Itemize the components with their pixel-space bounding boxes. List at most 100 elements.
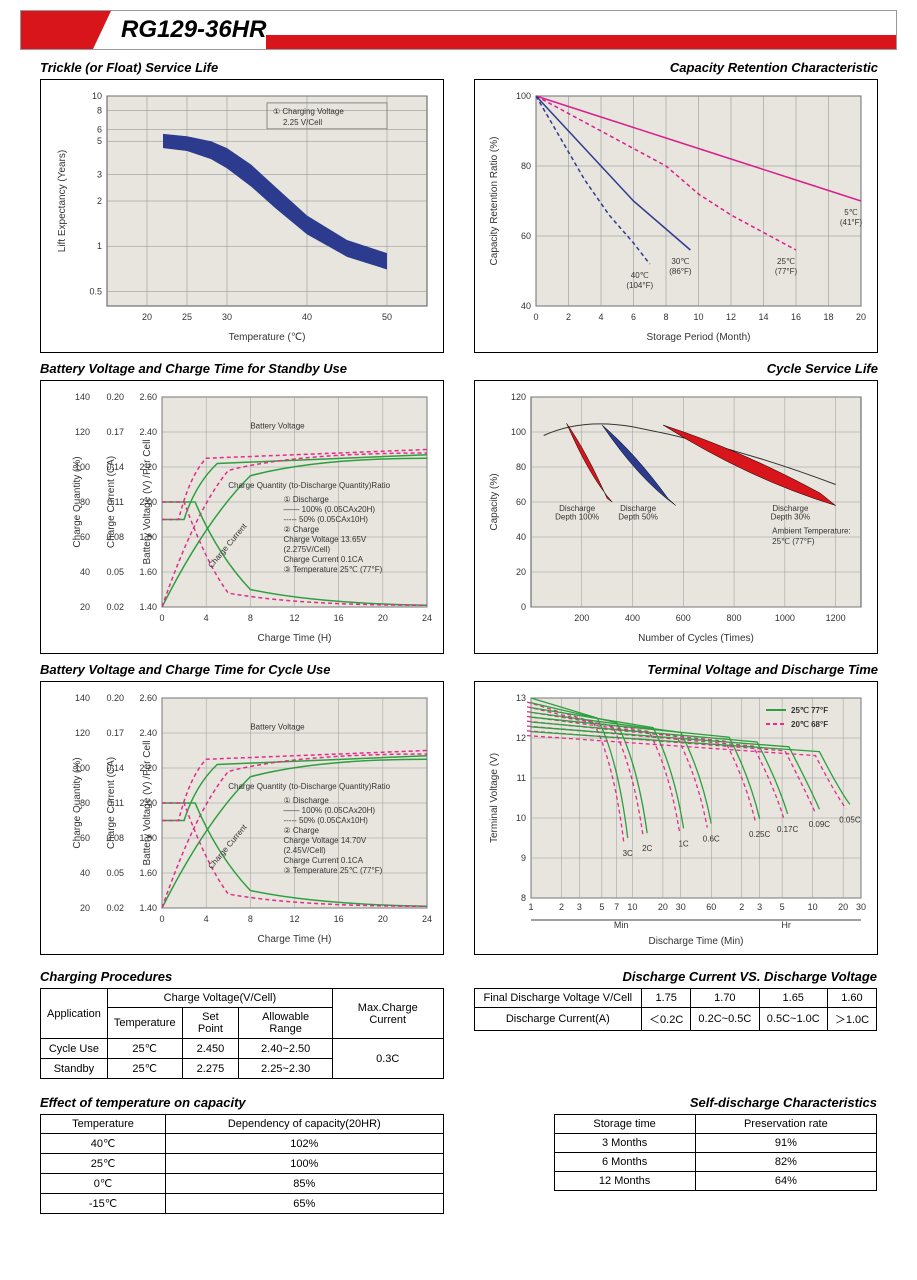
chart1-svg: 0.5123568102025304050① Charging Voltage2… (47, 86, 437, 346)
svg-text:Charge Time (H): Charge Time (H) (258, 934, 332, 945)
svg-text:140: 140 (75, 693, 90, 703)
svg-text:2.40: 2.40 (139, 427, 157, 437)
svg-text:Charge Quantity (to-Discharge: Charge Quantity (to-Discharge Quantity)R… (228, 481, 390, 490)
svg-text:0.17: 0.17 (106, 427, 124, 437)
svg-text:13: 13 (516, 693, 526, 703)
svg-text:100: 100 (511, 427, 526, 437)
svg-text:2.40: 2.40 (139, 728, 157, 738)
svg-text:Charge Current 0.1CA: Charge Current 0.1CA (283, 555, 363, 564)
svg-text:Discharge: Discharge (772, 504, 809, 513)
svg-text:----- 50% (0.05CAx10H): ----- 50% (0.05CAx10H) (283, 816, 368, 825)
svg-text:0.05: 0.05 (106, 567, 124, 577)
svg-text:12: 12 (289, 914, 299, 924)
svg-text:8: 8 (248, 914, 253, 924)
svg-text:1: 1 (528, 902, 533, 912)
svg-text:Battery Voltage: Battery Voltage (250, 422, 305, 431)
svg-text:2: 2 (559, 902, 564, 912)
chart2-title: Capacity Retention Characteristic (474, 60, 878, 75)
chart4-svg: 20040060080010001200020406080100120Disch… (481, 387, 871, 647)
svg-text:① Discharge: ① Discharge (283, 796, 329, 805)
svg-text:③ Temperature 25℃ (77°F): ③ Temperature 25℃ (77°F) (283, 866, 382, 875)
t1-r1-ar: 2.25~2.30 (239, 1059, 333, 1079)
svg-text:Capacity Retention Ratio (%): Capacity Retention Ratio (%) (489, 137, 500, 266)
svg-text:(86°F): (86°F) (669, 267, 692, 276)
svg-text:Charge Time (H): Charge Time (H) (258, 633, 332, 644)
svg-text:40: 40 (80, 567, 90, 577)
chart3-title: Battery Voltage and Charge Time for Stan… (40, 361, 444, 376)
th-t4-p: Preservation rate (695, 1115, 876, 1134)
svg-text:0.05C: 0.05C (839, 815, 861, 824)
svg-text:120: 120 (511, 392, 526, 402)
svg-text:800: 800 (727, 613, 742, 623)
table-self-discharge: Self-discharge Characteristics Storage t… (474, 1095, 878, 1214)
t3-1-1: 100% (166, 1154, 443, 1174)
svg-text:0.02: 0.02 (106, 602, 124, 612)
svg-text:12: 12 (726, 312, 736, 322)
svg-text:400: 400 (625, 613, 640, 623)
chart5-title: Battery Voltage and Charge Time for Cycl… (40, 662, 444, 677)
th-t3-t: Temperature (41, 1115, 166, 1134)
svg-text:1: 1 (97, 241, 102, 251)
svg-text:0.17C: 0.17C (777, 825, 799, 834)
svg-text:25℃: 25℃ (777, 257, 795, 266)
svg-text:② Charge: ② Charge (283, 826, 319, 835)
svg-text:1000: 1000 (775, 613, 795, 623)
svg-text:10: 10 (627, 902, 637, 912)
svg-text:① Charging Voltage: ① Charging Voltage (273, 107, 344, 116)
svg-text:40: 40 (521, 301, 531, 311)
th-sp: Set Point (182, 1008, 239, 1039)
svg-text:Depth 30%: Depth 30% (771, 513, 811, 522)
svg-text:25℃ 77°F: 25℃ 77°F (791, 706, 828, 715)
svg-text:7: 7 (614, 902, 619, 912)
svg-text:40℃: 40℃ (631, 271, 649, 280)
svg-text:20: 20 (856, 312, 866, 322)
svg-text:8: 8 (248, 613, 253, 623)
svg-text:Temperature (℃): Temperature (℃) (229, 332, 306, 343)
th-app: Application (41, 989, 108, 1039)
chart2-svg: 024681012141618204060801005℃(41°F)25℃(77… (481, 86, 871, 346)
chart-capacity-retention: Capacity Retention Characteristic 024681… (474, 60, 878, 353)
chart-cycle-life: Cycle Service Life 200400600800100012000… (474, 361, 878, 654)
svg-text:1.60: 1.60 (139, 567, 157, 577)
svg-text:10: 10 (808, 902, 818, 912)
th-dc: Discharge Current(A) (474, 1008, 642, 1031)
t2-c1: 0.2C~0.5C (691, 1008, 759, 1031)
svg-text:5: 5 (780, 902, 785, 912)
svg-text:1.40: 1.40 (139, 602, 157, 612)
svg-text:30: 30 (222, 312, 232, 322)
t1-r1-app: Standby (41, 1059, 108, 1079)
t3-3-1: 65% (166, 1194, 443, 1214)
svg-text:Hr: Hr (781, 920, 791, 930)
t3-2-1: 85% (166, 1174, 443, 1194)
svg-text:6: 6 (97, 124, 102, 134)
svg-text:1C: 1C (678, 839, 688, 848)
svg-text:16: 16 (334, 613, 344, 623)
svg-text:6: 6 (631, 312, 636, 322)
t4-1-0: 6 Months (554, 1153, 695, 1172)
th-fdv: Final Discharge Voltage V/Cell (474, 989, 642, 1008)
svg-text:8: 8 (663, 312, 668, 322)
chart1-title: Trickle (or Float) Service Life (40, 60, 444, 75)
svg-text:40: 40 (302, 312, 312, 322)
svg-text:600: 600 (676, 613, 691, 623)
t1-r1-sp: 2.275 (182, 1059, 239, 1079)
svg-text:0.02: 0.02 (106, 903, 124, 913)
svg-text:Discharge: Discharge (559, 504, 596, 513)
th-ar: Allowable Range (239, 1008, 333, 1039)
svg-text:80: 80 (521, 161, 531, 171)
svg-text:2C: 2C (642, 844, 652, 853)
svg-text:Lift Expectancy (Years): Lift Expectancy (Years) (57, 150, 68, 252)
th-cv: Charge Voltage(V/Cell) (107, 989, 332, 1008)
svg-text:—— 100% (0.05CAx20H): —— 100% (0.05CAx20H) (283, 806, 375, 815)
svg-text:② Charge: ② Charge (283, 525, 319, 534)
svg-text:3: 3 (757, 902, 762, 912)
page-header: RG129-36HR (20, 10, 897, 50)
svg-text:20: 20 (838, 902, 848, 912)
svg-text:Capacity (%): Capacity (%) (489, 473, 500, 530)
t1-r0-temp: 25℃ (107, 1039, 182, 1059)
svg-text:2.25 V/Cell: 2.25 V/Cell (283, 118, 322, 127)
svg-text:Charge Quantity (%): Charge Quantity (%) (72, 456, 83, 547)
svg-text:16: 16 (334, 914, 344, 924)
svg-text:60: 60 (521, 231, 531, 241)
svg-text:10: 10 (92, 91, 102, 101)
